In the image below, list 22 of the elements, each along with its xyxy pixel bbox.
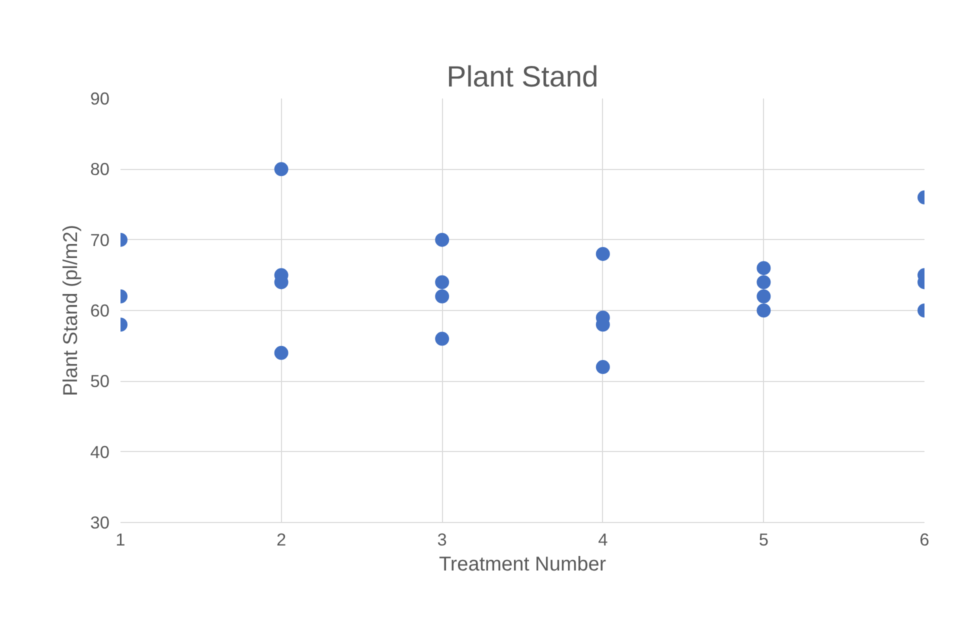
y-tick-label: 90 <box>90 88 110 108</box>
x-tick-label: 3 <box>437 530 447 550</box>
y-tick-label: 40 <box>90 442 110 462</box>
point <box>435 289 450 304</box>
y-tick-label: 80 <box>90 159 110 180</box>
x-tick-label: 6 <box>920 530 930 550</box>
y-axis-title: Plant Stand (pl/m2) <box>60 224 82 396</box>
point <box>435 232 450 247</box>
chart-title: Plant Stand <box>446 60 598 94</box>
x-tick-label: 4 <box>598 530 608 550</box>
y-tick-label: 70 <box>90 230 110 250</box>
x-tick-label: 5 <box>758 530 769 550</box>
x-tick-label: 2 <box>276 530 286 550</box>
point <box>596 246 610 261</box>
point <box>435 332 450 346</box>
x-axis-title: Treatment Number <box>438 554 606 576</box>
y-tick-label: 30 <box>90 512 110 532</box>
x-tick-label: 1 <box>116 530 126 550</box>
y-tick-label: 60 <box>90 300 110 320</box>
point <box>596 360 610 374</box>
point <box>435 275 450 290</box>
y-tick-label: 50 <box>90 371 110 392</box>
